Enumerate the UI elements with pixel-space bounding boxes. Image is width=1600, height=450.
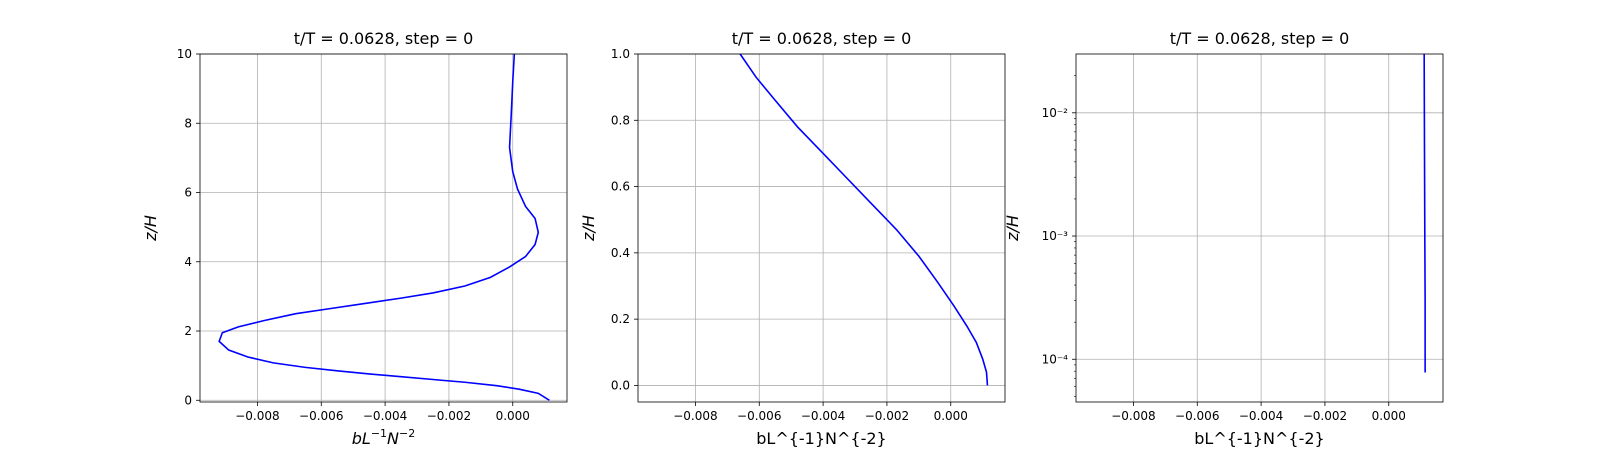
- y-tick-label: 2: [184, 324, 192, 338]
- x-tick-label: −0.002: [427, 409, 471, 423]
- y-tick-label: 6: [184, 186, 192, 200]
- subplot-1: −0.008 −0.006 −0.004 −0.002 0.000 0 2 4 6 8 10 t/T …: [141, 29, 568, 448]
- y-tick-label: 10⁻⁴: [1042, 352, 1069, 366]
- y-tick-label: 0.4: [611, 246, 630, 260]
- y-tick-label: 1.0: [611, 47, 630, 61]
- y-tick-label: 10: [177, 47, 192, 61]
- series-line: [1423, 53, 1426, 373]
- y-tick-label: 0.6: [611, 180, 630, 194]
- x-tick-label: 0.000: [1372, 409, 1406, 423]
- x-tick-label: −0.008: [673, 409, 717, 423]
- y-tick-label: 0.2: [611, 312, 630, 326]
- x-tick-label: −0.006: [299, 409, 343, 423]
- axes-frame: [637, 53, 1006, 403]
- y-tick-label: 10⁻³: [1042, 229, 1069, 243]
- y-tick-label: 8: [184, 116, 192, 130]
- subplot-3: −0.008 −0.006 −0.004 −0.002 0.000 10⁻⁴ 10⁻³ 10⁻…: [1003, 29, 1444, 448]
- x-tick-label: −0.006: [1175, 409, 1219, 423]
- y-tick-label: 0: [184, 393, 192, 407]
- x-tick-label: −0.008: [1111, 409, 1155, 423]
- x-axis-label: bL−1N−2: [352, 427, 415, 448]
- axes-frame: [1075, 53, 1444, 403]
- x-tick-label: 0.000: [934, 409, 968, 423]
- x-tick-label: −0.004: [363, 409, 407, 423]
- x-tick-label: −0.004: [1239, 409, 1283, 423]
- x-tick-label: −0.006: [737, 409, 781, 423]
- y-axis-label: z/H: [1003, 215, 1022, 242]
- chart-title: t/T = 0.0628, step = 0: [732, 29, 912, 48]
- grid: [1076, 54, 1443, 402]
- x-axis-label: bL^{-1}N^{-2}: [1194, 429, 1324, 448]
- subplot-2: −0.008 −0.006 −0.004 −0.002 0.000 0.0 0.2 0.4 0.…: [579, 29, 1006, 448]
- x-tick-label: −0.002: [865, 409, 909, 423]
- x-axis-label: bL^{-1}N^{-2}: [756, 429, 886, 448]
- x-tick-label: 0.000: [496, 409, 530, 423]
- y-tick-label: 0.8: [611, 113, 630, 127]
- y-axis-label: z/H: [141, 215, 160, 242]
- y-tick-label: 0.0: [611, 378, 630, 392]
- series-line: [739, 53, 989, 386]
- axes-frame: [199, 53, 568, 403]
- x-tick-label: −0.002: [1303, 409, 1347, 423]
- chart-title: t/T = 0.0628, step = 0: [1170, 29, 1350, 48]
- x-tick-label: −0.008: [235, 409, 279, 423]
- y-axis-label: z/H: [579, 215, 598, 242]
- x-tick-label: −0.004: [801, 409, 845, 423]
- series-line: [218, 53, 550, 401]
- y-tick-label: 10⁻²: [1042, 106, 1069, 120]
- grid: [638, 53, 1005, 402]
- chart-title: t/T = 0.0628, step = 0: [294, 29, 474, 48]
- y-tick-label: 4: [184, 255, 192, 269]
